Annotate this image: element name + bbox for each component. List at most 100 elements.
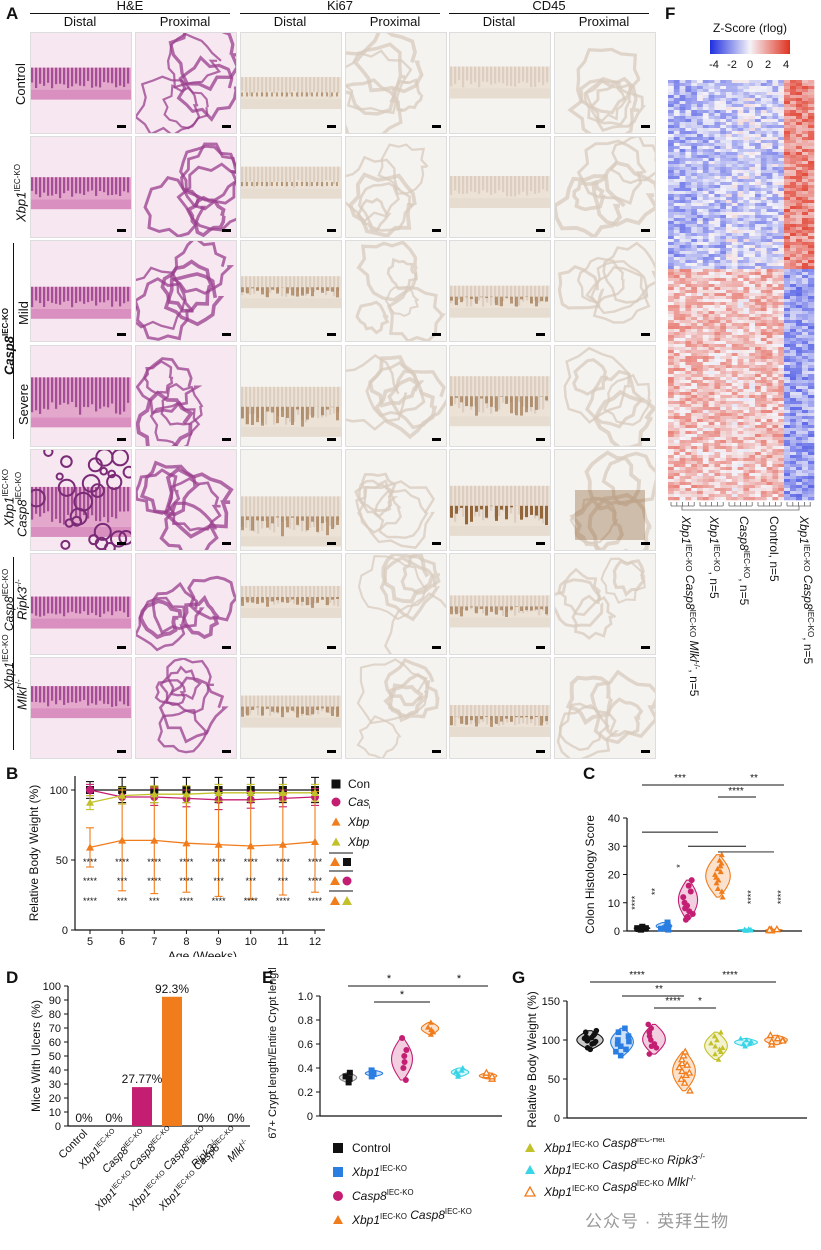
heatmap-cell — [796, 443, 803, 447]
heatmap-cell — [685, 317, 692, 321]
heatmap-cell — [778, 329, 785, 333]
heatmap-cell — [784, 398, 791, 402]
heatmap-cell — [802, 377, 809, 381]
heatmap-cell — [697, 152, 704, 156]
significance-label: **** — [115, 857, 130, 867]
heatmap-cell — [697, 215, 704, 219]
heatmap-cell — [702, 245, 709, 249]
data-point — [625, 1033, 632, 1039]
significance-label: **** — [83, 857, 98, 867]
micrograph-image — [241, 241, 341, 341]
heatmap-cell — [673, 299, 680, 303]
heatmap-cell — [778, 476, 785, 480]
heatmap-cell — [749, 227, 756, 231]
heatmap-cell — [755, 341, 762, 345]
heatmap-cell — [743, 332, 750, 336]
heatmap-cell — [726, 485, 733, 489]
heatmap-cell — [714, 104, 721, 108]
heatmap-cell — [714, 188, 721, 192]
heatmap-cell — [743, 461, 750, 465]
heatmap-cell — [796, 200, 803, 204]
heatmap-cell — [760, 137, 767, 141]
heatmap-cell — [772, 356, 779, 360]
heatmap-cell — [778, 251, 785, 255]
heatmap-cell — [808, 149, 815, 153]
heatmap-cell — [778, 239, 785, 243]
heatmap-cell — [760, 221, 767, 225]
heatmap-cell — [726, 386, 733, 390]
heatmap-cell — [772, 449, 779, 453]
heatmap-cell — [668, 167, 675, 171]
heatmap-cell — [737, 365, 744, 369]
heatmap-cell — [697, 86, 704, 90]
heatmap-cell — [679, 218, 686, 222]
legend-marker — [331, 797, 341, 807]
heatmap-cell — [691, 206, 698, 210]
heatmap-cell — [749, 236, 756, 240]
heatmap-cell — [691, 143, 698, 147]
heatmap-cell — [720, 347, 727, 351]
heatmap-cell — [766, 170, 773, 174]
data-point — [455, 1071, 462, 1077]
heatmap-cell — [772, 137, 779, 141]
heatmap-cell — [708, 119, 715, 123]
heatmap-cell — [784, 101, 791, 105]
heatmap-cell — [737, 224, 744, 228]
heatmap-cell — [685, 365, 692, 369]
heatmap-cell — [790, 281, 797, 285]
heatmap-cell — [808, 338, 815, 342]
heatmap-cell — [778, 173, 785, 177]
heatmap-cell — [708, 269, 715, 273]
micrograph-tile — [135, 449, 237, 551]
micrograph-image — [346, 241, 446, 341]
heatmap-cell — [731, 194, 738, 198]
column-label: Xbp1IEC-KO Casp8IEC-KO, n=5 — [797, 515, 815, 665]
heatmap-cell — [720, 392, 727, 396]
heatmap-cell — [697, 371, 704, 375]
heatmap-cell — [760, 206, 767, 210]
heatmap-cell — [679, 122, 686, 126]
heatmap-cell — [668, 401, 675, 405]
micrograph-image — [31, 33, 131, 133]
heatmap-cell — [697, 158, 704, 162]
heatmap-cell — [697, 365, 704, 369]
heatmap-cell — [702, 140, 709, 144]
heatmap-cell — [796, 437, 803, 441]
heatmap-cell — [749, 461, 756, 465]
heatmap-cell — [668, 149, 675, 153]
heatmap-cell — [784, 128, 791, 132]
heatmap-cell — [743, 404, 750, 408]
heatmap-cell — [737, 449, 744, 453]
heatmap-cell — [796, 107, 803, 111]
heatmap-cell — [772, 380, 779, 384]
heatmap-cell — [668, 497, 675, 501]
micrograph-tile — [135, 32, 237, 134]
heatmap-cell — [708, 404, 715, 408]
heatmap-cell — [772, 335, 779, 339]
heatmap-cell — [784, 188, 791, 192]
row-label-mild: Mild — [16, 301, 31, 325]
heatmap-cell — [691, 107, 698, 111]
heatmap-cell — [802, 470, 809, 474]
heatmap-cell — [743, 158, 750, 162]
heatmap-cell — [737, 230, 744, 234]
heatmap-cell — [679, 335, 686, 339]
scale-bar — [117, 750, 126, 753]
heatmap-cell — [720, 485, 727, 489]
heatmap-cell — [720, 191, 727, 195]
heatmap-cell — [778, 374, 785, 378]
heatmap-cell — [673, 407, 680, 411]
heatmap-cell — [714, 341, 721, 345]
heatmap-cell — [772, 107, 779, 111]
y-axis-label: Ki67+ Crypt length/Entire Crypt length — [267, 968, 279, 1138]
heatmap-cell — [668, 116, 675, 120]
heatmap-cell — [778, 101, 785, 105]
heatmap-cell — [790, 224, 797, 228]
heatmap-cell — [790, 134, 797, 138]
heatmap-cell — [749, 113, 756, 117]
heatmap-cell — [766, 263, 773, 267]
heatmap-cell — [802, 257, 809, 261]
heatmap-cell — [737, 431, 744, 435]
heatmap-cell — [778, 98, 785, 102]
heatmap-cell — [755, 329, 762, 333]
